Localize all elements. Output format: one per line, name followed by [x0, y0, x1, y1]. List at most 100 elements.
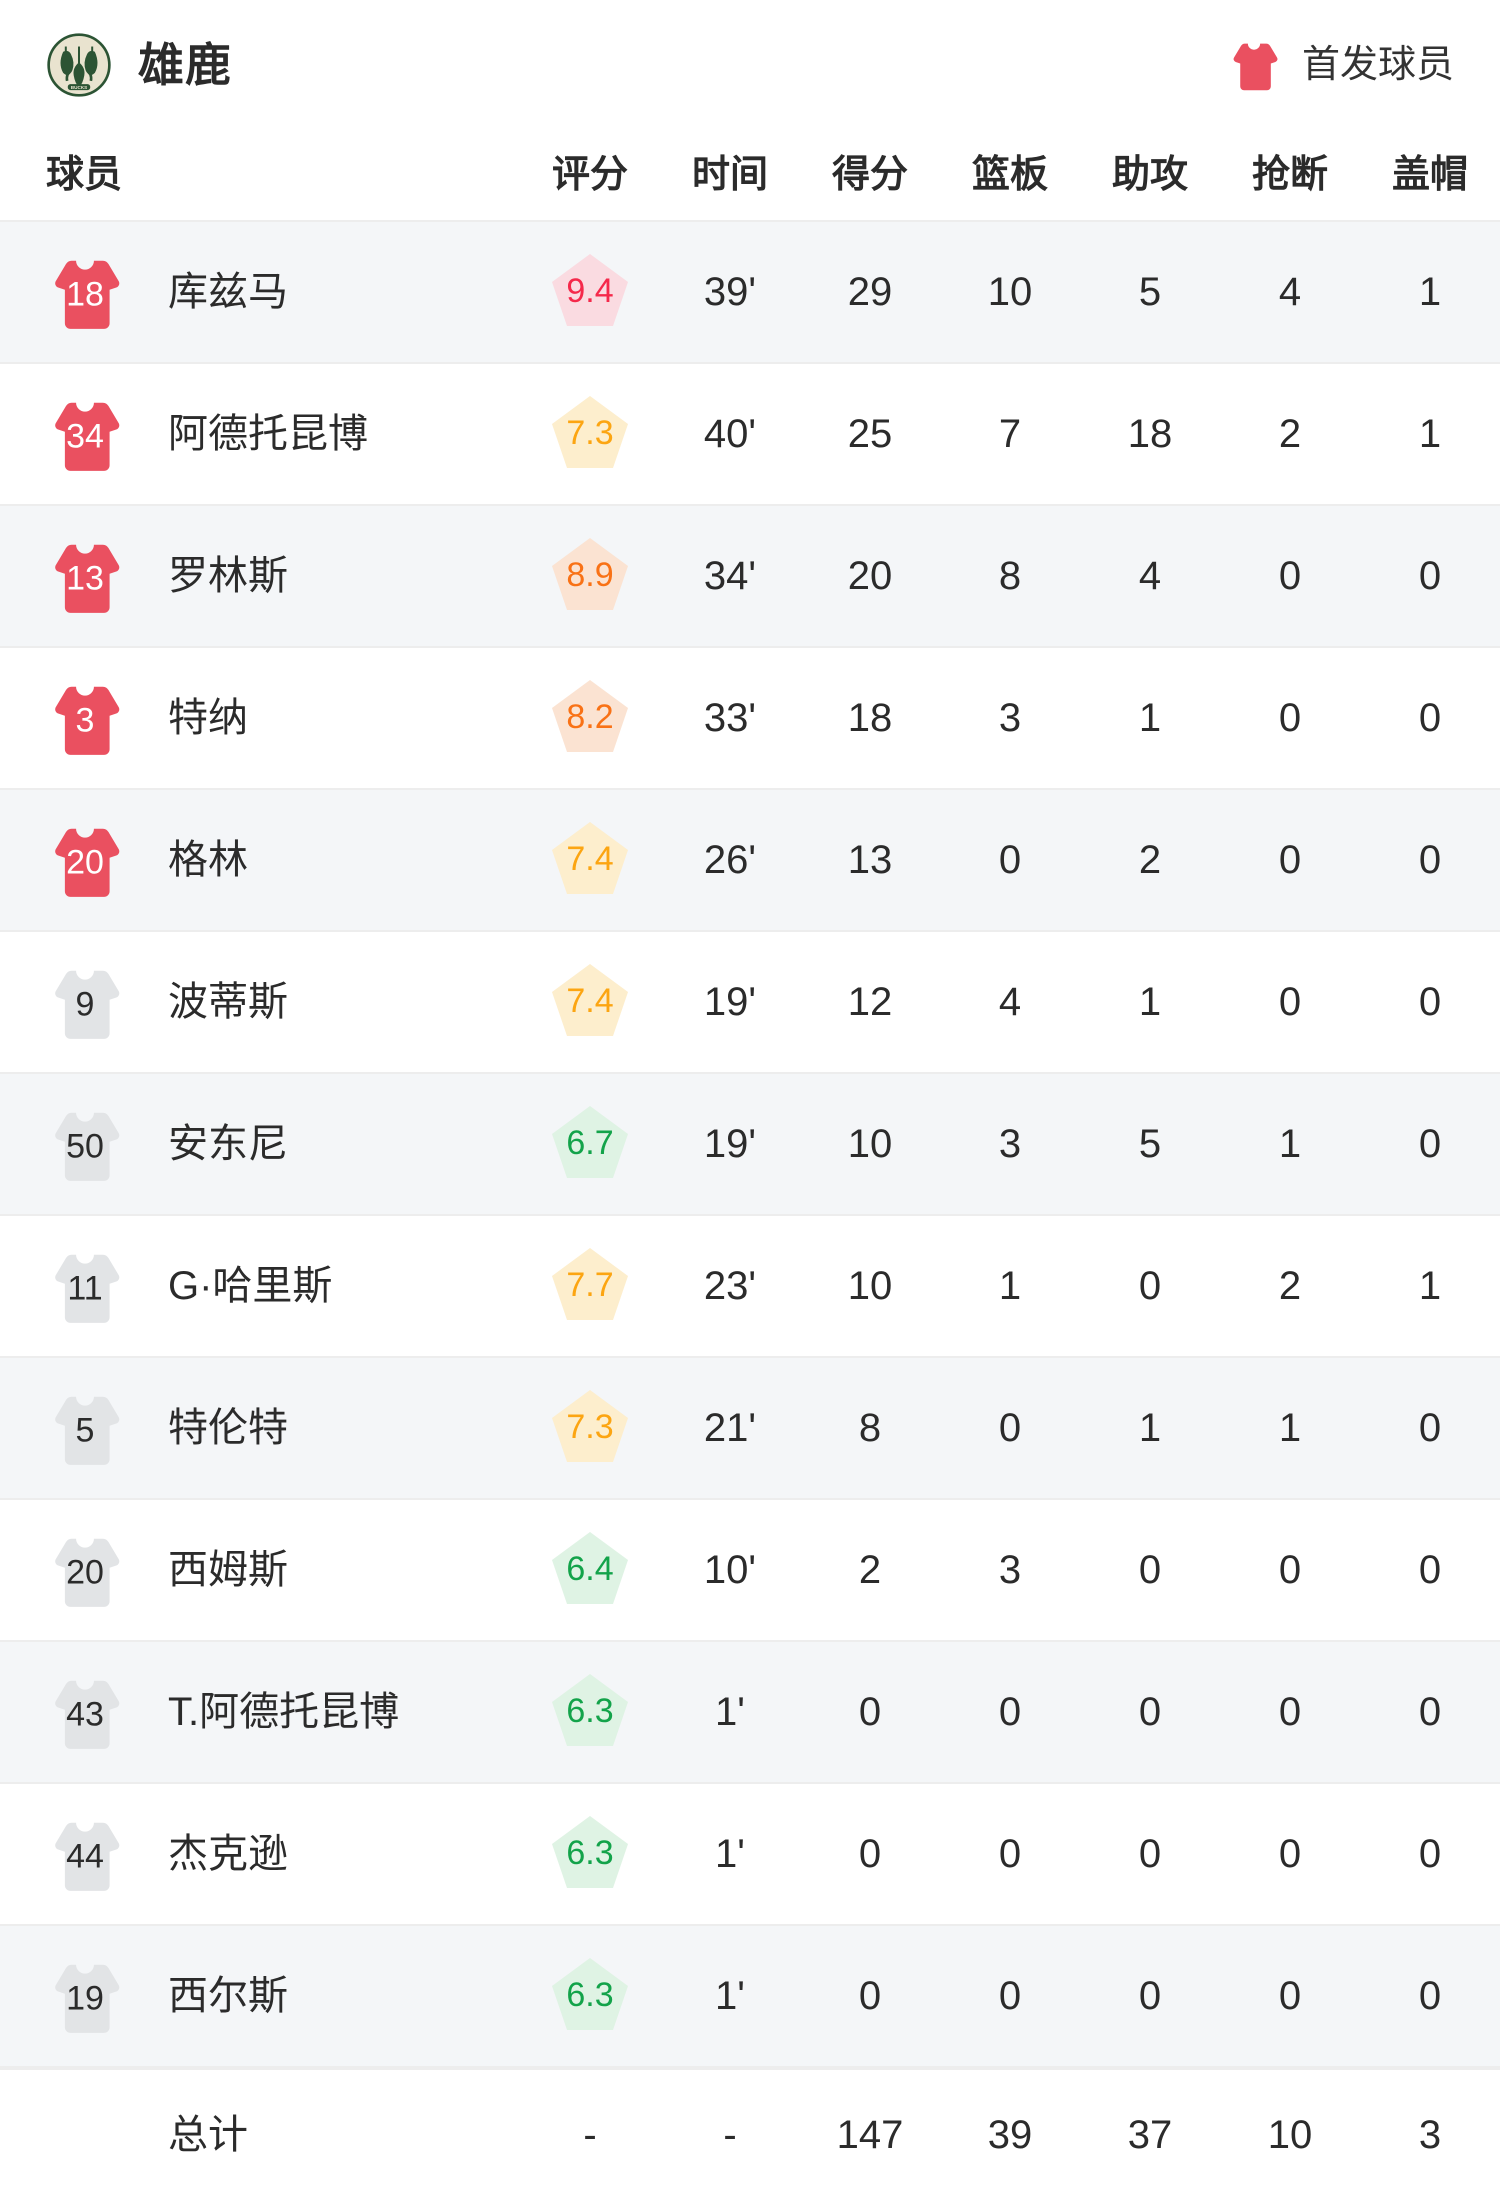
rating-cell[interactable]: 7.3 — [520, 392, 660, 476]
jersey-number: 44 — [66, 1837, 104, 1876]
rating-value: 6.4 — [566, 1550, 614, 1588]
player-cell[interactable]: 50 安东尼 — [0, 1106, 520, 1182]
rating-value: 6.3 — [566, 1834, 614, 1872]
header-cell-rating[interactable]: 评分 — [551, 154, 628, 196]
row-divider — [0, 646, 1500, 648]
jersey-number: 13 — [66, 559, 104, 598]
player-name: 特纳 — [168, 696, 248, 740]
row-divider — [0, 1640, 1500, 1642]
rating-cell[interactable]: 6.7 — [520, 1102, 660, 1186]
player-cell[interactable]: 34 阿德托昆博 — [0, 396, 520, 472]
team-name: 雄鹿 — [138, 39, 232, 91]
table-row[interactable]: 20 西姆斯 6.4 10' 2 3 0 0 0 — [0, 1500, 1500, 1640]
row-divider — [0, 1782, 1500, 1784]
row-divider — [0, 2066, 1500, 2068]
rating-cell[interactable]: 8.2 — [520, 676, 660, 760]
table-row[interactable]: 5 特伦特 7.3 21' 8 0 1 1 0 — [0, 1358, 1500, 1498]
table-row[interactable]: 19 西尔斯 6.3 1' 0 0 0 0 0 — [0, 1926, 1500, 2066]
header-cell-points[interactable]: 得分 — [831, 154, 908, 196]
table-row[interactable]: 18 库兹马 9.4 39' 29 10 5 4 1 — [0, 222, 1500, 362]
table-row[interactable]: 43 T.阿德托昆博 6.3 1' 0 0 0 0 0 — [0, 1642, 1500, 1782]
rating-cell[interactable]: 7.3 — [520, 1386, 660, 1470]
stat-steals: 0 — [1278, 696, 1302, 740]
table-row[interactable]: 44 杰克逊 6.3 1' 0 0 0 0 0 — [0, 1784, 1500, 1924]
player-cell[interactable]: 11 G·哈里斯 — [0, 1248, 520, 1324]
player-cell[interactable]: 43 T.阿德托昆博 — [0, 1674, 520, 1750]
rating-value: 7.4 — [566, 840, 614, 878]
rating-cell[interactable]: 6.3 — [520, 1670, 660, 1754]
jersey-icon: 18 — [49, 254, 121, 330]
stat-points: 10 — [847, 1122, 893, 1166]
stat-steals: 0 — [1278, 1548, 1302, 1592]
header-cell-assists[interactable]: 助攻 — [1111, 154, 1188, 196]
stat-steals: 2 — [1278, 1264, 1302, 1308]
player-cell[interactable]: 9 波蒂斯 — [0, 964, 520, 1040]
table-row[interactable]: 50 安东尼 6.7 19' 10 3 5 1 0 — [0, 1074, 1500, 1214]
jersey-wrap: 43 — [46, 1674, 124, 1750]
header-cell-steals[interactable]: 抢断 — [1251, 154, 1328, 196]
header-cell-minutes[interactable]: 时间 — [691, 154, 768, 196]
jersey-icon: 20 — [49, 1532, 121, 1608]
stat-steals: 4 — [1278, 270, 1302, 314]
rating-cell[interactable]: 6.3 — [520, 1954, 660, 2038]
table-row[interactable]: 34 阿德托昆博 7.3 40' 25 7 18 2 1 — [0, 364, 1500, 504]
player-cell[interactable]: 19 西尔斯 — [0, 1958, 520, 2034]
player-cell[interactable]: 3 特纳 — [0, 680, 520, 756]
rating-cell[interactable]: 8.9 — [520, 534, 660, 618]
rating-cell[interactable]: 6.3 — [520, 1812, 660, 1896]
jersey-number: 19 — [66, 1979, 104, 2018]
team-identity[interactable]: BUCKS 雄鹿 — [46, 32, 232, 98]
total-rating: - — [583, 2113, 597, 2157]
stat-minutes: 33' — [703, 696, 757, 740]
table-row[interactable]: 3 特纳 8.2 33' 18 3 1 0 0 — [0, 648, 1500, 788]
rating-value: 8.2 — [566, 698, 614, 736]
table-row[interactable]: 13 罗林斯 8.9 34' 20 8 4 0 0 — [0, 506, 1500, 646]
jersey-wrap: 50 — [46, 1106, 124, 1182]
player-cell[interactable]: 5 特伦特 — [0, 1390, 520, 1466]
table-row[interactable]: 9 波蒂斯 7.4 19' 12 4 1 0 0 — [0, 932, 1500, 1072]
stat-blocks: 1 — [1418, 1264, 1442, 1308]
stat-steals: 1 — [1278, 1122, 1302, 1166]
header-cell-blocks[interactable]: 盖帽 — [1391, 154, 1468, 196]
total-label: 总计 — [168, 2113, 248, 2157]
stat-points: 0 — [858, 1690, 882, 1734]
rating-cell[interactable]: 7.4 — [520, 818, 660, 902]
player-cell[interactable]: 44 杰克逊 — [0, 1816, 520, 1892]
stat-rebounds: 3 — [998, 1122, 1022, 1166]
player-cell[interactable]: 20 格林 — [0, 822, 520, 898]
rating-cell[interactable]: 7.7 — [520, 1244, 660, 1328]
player-name: 阿德托昆博 — [168, 412, 368, 456]
player-cell[interactable]: 13 罗林斯 — [0, 538, 520, 614]
stat-minutes: 39' — [703, 270, 757, 314]
stat-assists: 18 — [1127, 412, 1173, 456]
stat-assists: 0 — [1138, 1548, 1162, 1592]
jersey-wrap: 13 — [46, 538, 124, 614]
stat-points: 0 — [858, 1974, 882, 2018]
player-cell[interactable]: 18 库兹马 — [0, 254, 520, 330]
player-cell[interactable]: 20 西姆斯 — [0, 1532, 520, 1608]
stat-blocks: 0 — [1418, 1974, 1442, 2018]
stat-assists: 2 — [1138, 838, 1162, 882]
table-body: 18 库兹马 9.4 39' 29 10 5 4 1 34 阿德托昆博 7.3 40' 25 7 18 2 1 13… — [0, 222, 1500, 2068]
rating-cell[interactable]: 7.4 — [520, 960, 660, 1044]
stat-minutes: 19' — [703, 980, 757, 1024]
rating-badge: 9.4 — [548, 250, 632, 334]
stat-points: 12 — [847, 980, 893, 1024]
jersey-wrap: 5 — [46, 1390, 124, 1466]
rating-badge: 7.3 — [548, 392, 632, 476]
stat-rebounds: 0 — [998, 838, 1022, 882]
jersey-number: 9 — [75, 985, 95, 1024]
rating-cell[interactable]: 9.4 — [520, 250, 660, 334]
rating-cell[interactable]: 6.4 — [520, 1528, 660, 1612]
stat-steals: 0 — [1278, 1832, 1302, 1876]
table-header-row: 球员 评分 时间 得分 篮板 助攻 抢断 盖帽 — [0, 130, 1500, 220]
stat-rebounds: 10 — [987, 270, 1033, 314]
stat-blocks: 0 — [1418, 838, 1442, 882]
jersey-number: 3 — [75, 701, 95, 740]
table-row[interactable]: 11 G·哈里斯 7.7 23' 10 1 0 2 1 — [0, 1216, 1500, 1356]
jersey-icon: 20 — [49, 822, 121, 898]
stat-assists: 1 — [1138, 696, 1162, 740]
player-name: 格林 — [168, 838, 248, 882]
table-row[interactable]: 20 格林 7.4 26' 13 0 2 0 0 — [0, 790, 1500, 930]
header-cell-rebounds[interactable]: 篮板 — [971, 154, 1048, 196]
